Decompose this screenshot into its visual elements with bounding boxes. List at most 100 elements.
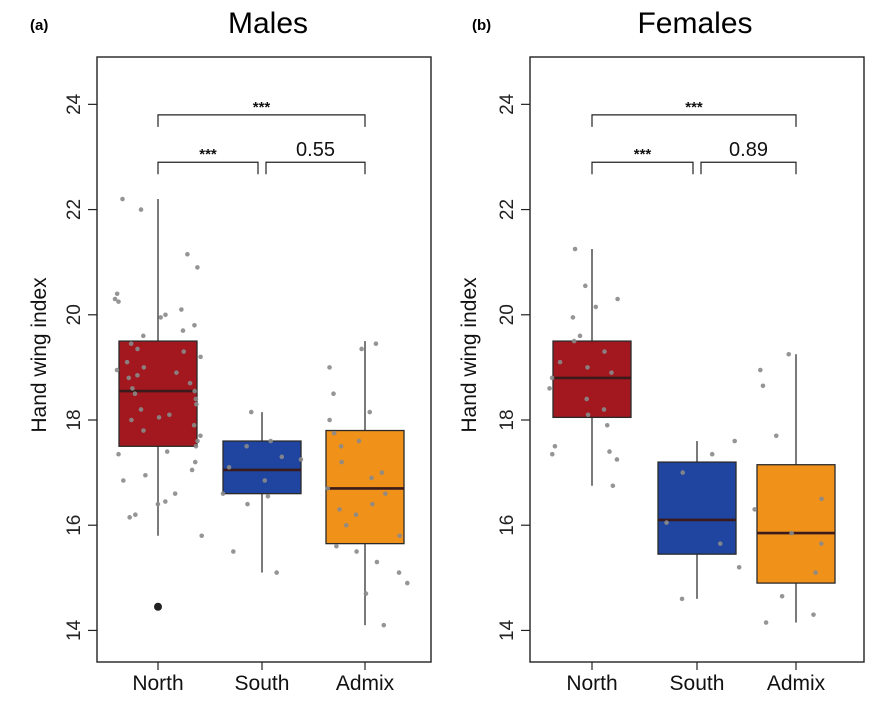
panel-a-box-north bbox=[118, 340, 198, 447]
panel-a-x-labels: North South Admix bbox=[132, 662, 395, 695]
panel-b-comparison-bracket bbox=[591, 161, 694, 175]
panel-b-y-axis-title: Hand wing index bbox=[458, 277, 481, 433]
panel-a-data-point bbox=[179, 307, 184, 312]
panel-b-data-point bbox=[552, 444, 558, 449]
panel-a-data-point bbox=[248, 409, 254, 415]
panel-a-data-point bbox=[141, 428, 146, 433]
panel-b-data-point bbox=[610, 483, 616, 489]
panel-a-data-point bbox=[274, 570, 279, 575]
panel-b-y-tick-label: 14 bbox=[497, 619, 518, 641]
panel-a-data-point bbox=[279, 454, 285, 460]
panel-a-data-point bbox=[156, 415, 162, 420]
panel-a-data-point bbox=[379, 470, 385, 475]
panel-a-comparison-bracket bbox=[265, 161, 366, 175]
panel-a-data-point bbox=[193, 444, 199, 449]
panel-b-data-point bbox=[773, 433, 779, 439]
panel-a-outlier-point bbox=[154, 602, 162, 611]
panel-a-data-point bbox=[244, 444, 249, 449]
panel-a-data-point bbox=[143, 472, 148, 478]
panel-b-data-point bbox=[819, 541, 824, 546]
panel-a-data-point bbox=[191, 422, 197, 428]
panel-b-data-point bbox=[577, 333, 583, 339]
panel-a-x-tick-label: North bbox=[132, 672, 183, 695]
panel-a-data-point bbox=[130, 386, 135, 391]
panel-a-data-point bbox=[132, 391, 138, 396]
panel-b-y-tick-label: 24 bbox=[497, 93, 518, 115]
panel-b-data-point bbox=[664, 520, 669, 525]
panel-a-boxes bbox=[118, 199, 405, 626]
panel-a-data-point bbox=[114, 367, 120, 373]
panel-b-data-point bbox=[819, 496, 824, 502]
panel-b-title: Females bbox=[637, 7, 752, 40]
panel-b-x-tick-label: South bbox=[670, 672, 725, 695]
panel-a-data-point bbox=[112, 296, 118, 302]
panel-a-data-point bbox=[353, 512, 359, 517]
panel-a-data-point bbox=[163, 499, 168, 504]
panel-b-comparison-label: *** bbox=[634, 146, 652, 163]
panel-b-data-point bbox=[779, 593, 785, 599]
panel-a-comparison-label: *** bbox=[253, 99, 271, 116]
panel-a-data-point bbox=[198, 433, 203, 439]
panel-a-data-point bbox=[164, 449, 170, 454]
panel-a-y-tick-label: 16 bbox=[64, 515, 85, 536]
panel-b-data-point bbox=[614, 457, 620, 462]
panel-a-y-tick-label: 24 bbox=[64, 93, 85, 115]
panel-a-points bbox=[112, 196, 410, 628]
panel-b-data-point bbox=[680, 470, 686, 475]
panel-b-comparisons: *** *** 0.89 bbox=[591, 99, 797, 175]
panel-a-data-point bbox=[163, 312, 168, 318]
panel-b-data-point bbox=[602, 349, 607, 354]
panel-a-label: (a) bbox=[30, 17, 48, 34]
panel-a-data-point bbox=[338, 444, 344, 449]
panel-b-boxes bbox=[552, 249, 836, 623]
panel-a-data-point bbox=[383, 491, 388, 496]
panel-a-data-point bbox=[325, 486, 331, 491]
panel-a-data-point bbox=[185, 251, 190, 257]
panel-a-data-point bbox=[120, 196, 125, 202]
panel-b-y-tick-label: 20 bbox=[497, 304, 518, 325]
panel-b-data-point bbox=[549, 375, 555, 381]
panel-b-x-tick-label: Admix bbox=[767, 672, 826, 695]
panel-a-data-point bbox=[367, 409, 373, 415]
panel-a-data-point bbox=[195, 438, 200, 444]
panel-a-data-point bbox=[397, 533, 402, 539]
panel-a-data-point bbox=[343, 522, 349, 528]
panel-b-data-point bbox=[601, 407, 607, 412]
panel-b-data-point bbox=[557, 359, 563, 365]
panel-a-data-point bbox=[133, 512, 138, 517]
panel-a-data-point bbox=[116, 451, 121, 457]
panel-a-data-point bbox=[141, 365, 147, 370]
panel-a-data-point bbox=[116, 299, 121, 304]
panel-a-data-point bbox=[167, 412, 172, 418]
panel-a-data-point bbox=[141, 333, 146, 339]
panel-a-x-tick-label: South bbox=[235, 672, 290, 695]
panel-b-data-point bbox=[709, 451, 715, 457]
panel-b-data-point bbox=[549, 451, 555, 457]
panel-a-y-tick-label: 14 bbox=[64, 619, 85, 641]
panel-b-box-south bbox=[657, 461, 737, 555]
panel-b-data-point bbox=[570, 315, 576, 320]
panel-a-data-point bbox=[334, 543, 339, 549]
panel-a-data-point bbox=[268, 438, 273, 444]
panel-b-y-tick-label: 22 bbox=[497, 199, 518, 220]
panel-a-data-point bbox=[298, 457, 304, 462]
panel-a-y-tick-label: 20 bbox=[64, 304, 85, 325]
panel-a-data-point bbox=[187, 380, 193, 386]
panel-a-data-point bbox=[245, 501, 250, 507]
panel-a-data-point bbox=[354, 549, 359, 554]
panel-b-data-point bbox=[736, 565, 742, 570]
panel-b-data-point bbox=[604, 422, 610, 428]
panel-a-data-point bbox=[135, 346, 140, 352]
panel-a-y-axis-title: Hand wing index bbox=[28, 277, 51, 433]
panel-b-data-point bbox=[752, 507, 757, 512]
panel-a-data-point bbox=[126, 375, 132, 381]
panel-a-title: Males bbox=[228, 7, 308, 40]
panel-a-data-point bbox=[199, 533, 205, 539]
panel-b-x-labels: North South Admix bbox=[566, 662, 826, 695]
panel-a-plot-frame bbox=[96, 56, 432, 663]
panel-a-data-point bbox=[181, 349, 187, 354]
panel-a-data-point bbox=[356, 438, 362, 444]
panel-a-data-point bbox=[192, 459, 198, 465]
panel-a-data-point bbox=[374, 559, 380, 565]
